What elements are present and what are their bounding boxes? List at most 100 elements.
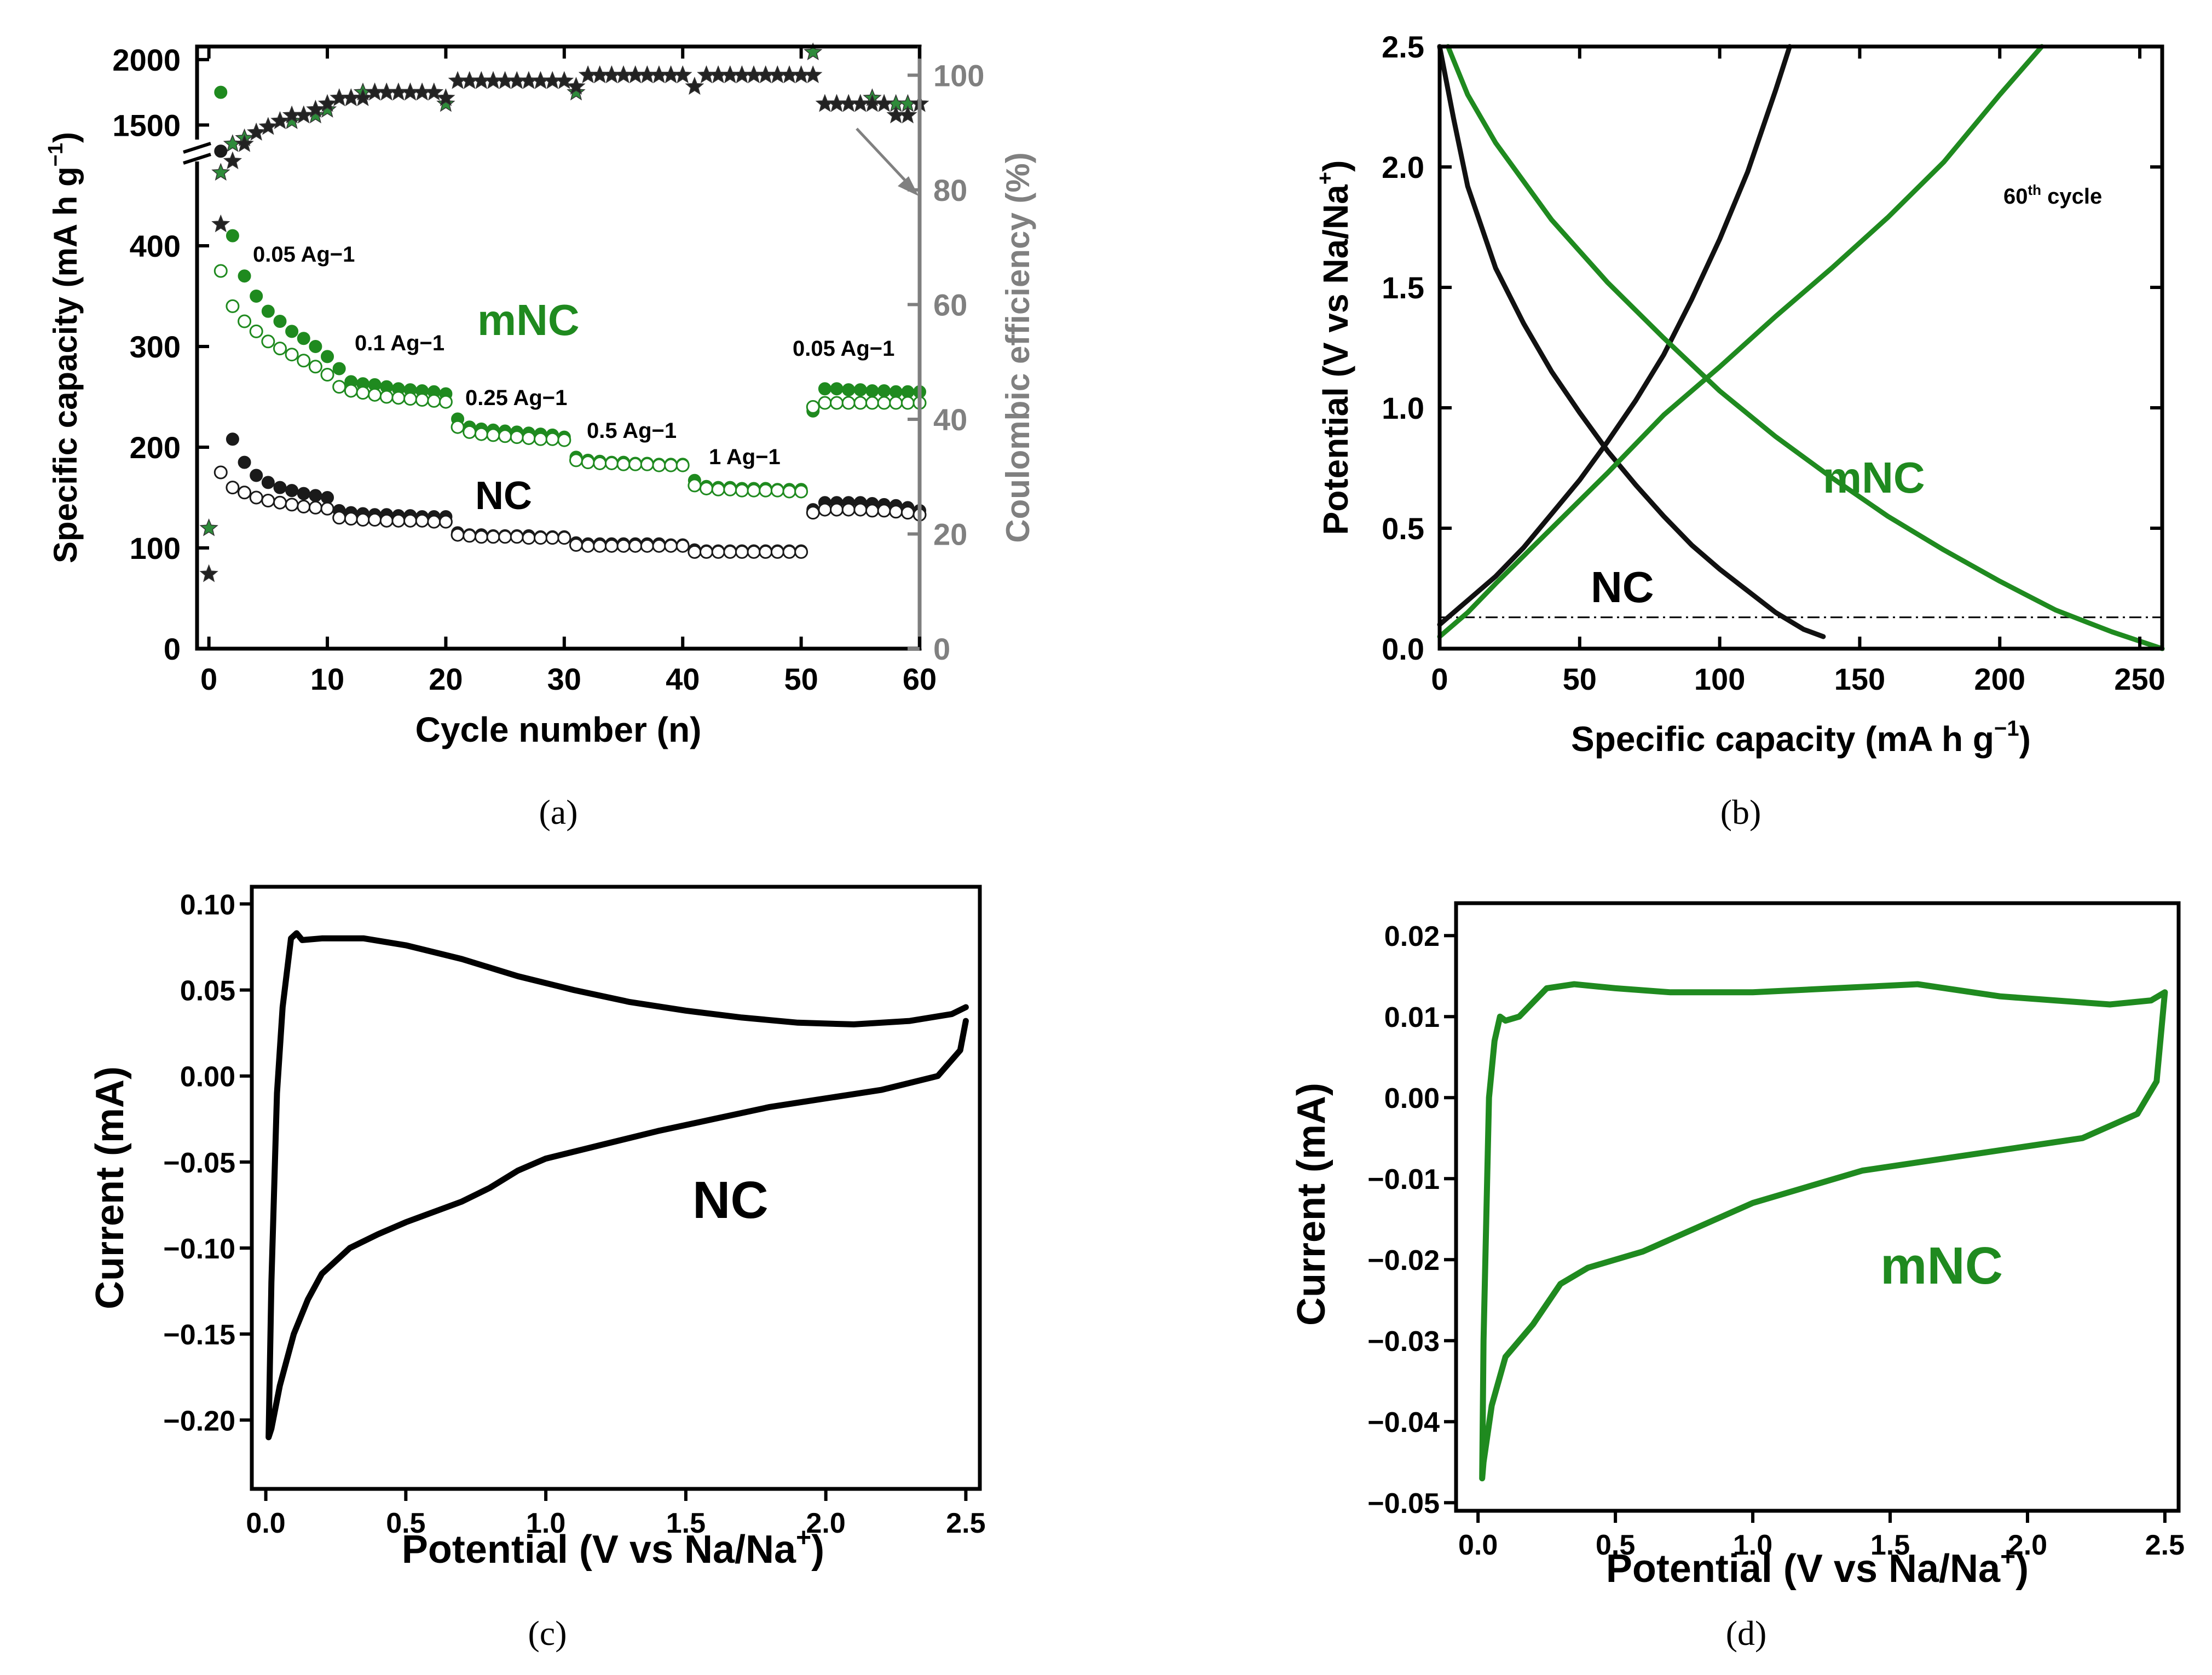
data-point	[213, 264, 228, 278]
x-tick-label: 10	[310, 662, 344, 696]
x-tick-label: 0	[200, 662, 217, 696]
data-point	[226, 299, 240, 313]
data-point	[794, 484, 808, 499]
data-point	[830, 503, 844, 517]
panel-a-rate-label: 1 Ag−1	[709, 445, 781, 469]
panel-a-axes: 0 10 20 30 40 50 60010020030040015002000020406…	[112, 43, 984, 696]
y-tick-label: −0.20	[163, 1405, 235, 1437]
x-tick-label: 100	[1694, 662, 1745, 696]
data-point	[424, 82, 443, 101]
panel-b-marks	[1437, 44, 2165, 651]
data-point	[865, 396, 879, 410]
data-point	[567, 82, 586, 101]
data-point	[874, 94, 894, 112]
data-point	[664, 458, 678, 472]
data-point	[270, 111, 290, 129]
x-tick-label: 2.0	[806, 1508, 846, 1539]
data-point	[759, 483, 773, 498]
data-point	[865, 384, 879, 397]
data-point	[853, 396, 868, 410]
data-point	[628, 539, 643, 553]
y-tick-label: 1500	[112, 108, 181, 142]
data-point	[438, 395, 453, 409]
x-tick-label: 250	[2114, 662, 2165, 696]
data-point	[309, 340, 322, 353]
data-point	[593, 539, 607, 553]
data-point	[403, 513, 418, 528]
data-point	[199, 564, 218, 582]
panel-a-arrow	[856, 128, 914, 190]
data-point	[711, 545, 725, 559]
data-point	[391, 513, 406, 528]
y-tick-label: 0.01	[1384, 1002, 1440, 1033]
data-point	[675, 539, 690, 553]
y-tick-label: 2.5	[1382, 30, 1424, 64]
y-tick-label: −0.01	[1367, 1164, 1440, 1195]
data-point	[498, 530, 512, 544]
data-point	[510, 430, 524, 444]
data-point	[747, 483, 761, 498]
x-tick-label: 150	[1834, 662, 1885, 696]
series-line	[1437, 44, 1792, 627]
data-point	[804, 42, 823, 61]
data-point	[273, 342, 287, 356]
data-point	[332, 362, 346, 376]
data-point	[306, 100, 325, 118]
panel-a-x-axis-title: Cycle number (n)	[415, 710, 702, 749]
data-point	[214, 85, 228, 99]
data-point	[213, 465, 228, 480]
panel-a-rate-label: 0.1 Ag−1	[355, 331, 444, 355]
data-point	[258, 117, 278, 135]
data-point	[628, 457, 643, 471]
data-point	[294, 105, 313, 124]
series-line	[1479, 981, 2168, 1482]
data-point	[321, 350, 334, 363]
data-point	[436, 88, 455, 106]
data-point	[675, 458, 690, 472]
y-tick-label: 0	[164, 632, 181, 666]
panel-d: 0.0 0.5 1.0 1.5 2.0 2.5 −0.05 −0.04 −0.03 −0.02 −0…	[1290, 901, 2185, 1653]
data-point	[640, 539, 654, 553]
panel-a-y2-axis-title: Coulombic efficiency (%)	[1000, 152, 1036, 542]
data-point	[604, 456, 619, 470]
data-point	[581, 455, 595, 470]
panel-a-mnc-label: mNC	[477, 296, 580, 344]
data-point	[830, 396, 844, 410]
panel-b-x-axis-title: Specific capacity (mA h g−1)	[1571, 717, 2031, 759]
data-point	[782, 484, 796, 499]
x-tick-label: 0.0	[1458, 1529, 1498, 1561]
y2-tick-label: 20	[933, 517, 967, 551]
data-point	[688, 545, 702, 559]
data-point	[853, 503, 868, 517]
panel-c: 0.0 0.5 1.0 1.5 2.0 2.5 −0.20 −0.15 −0.10 −0.05 0.…	[88, 885, 986, 1653]
data-point	[545, 531, 559, 545]
data-point	[735, 483, 749, 498]
x-tick-label: 2.5	[946, 1508, 985, 1539]
data-point	[474, 530, 488, 544]
data-point	[226, 229, 239, 242]
data-point	[261, 476, 275, 489]
panel-b-nc-label: NC	[1591, 563, 1654, 611]
data-point	[415, 513, 429, 528]
panel-d-x-axis-title: Potential (V vs Na/Na+)	[1606, 1543, 2029, 1591]
y-tick-label: 0.5	[1382, 511, 1424, 546]
panel-a-axis-break-mark	[183, 142, 211, 154]
data-point	[238, 455, 251, 469]
data-point	[688, 478, 702, 493]
panel-d-mnc-label: mNC	[1880, 1237, 2003, 1295]
data-point	[770, 545, 784, 559]
data-point	[297, 354, 311, 368]
data-point	[309, 489, 322, 503]
data-point	[250, 469, 263, 482]
panel-a-rate-label: 0.05 Ag−1	[793, 337, 894, 361]
data-point	[297, 500, 311, 514]
y-tick-label: −0.04	[1367, 1407, 1440, 1439]
y-tick-label: 0.05	[180, 975, 235, 1007]
data-point	[379, 513, 394, 528]
data-point	[794, 545, 808, 559]
panel-a: 0 10 20 30 40 50 60010020030040015002000020406…	[44, 42, 1036, 831]
data-point	[308, 360, 322, 374]
data-point	[211, 163, 230, 181]
data-point	[226, 432, 239, 446]
